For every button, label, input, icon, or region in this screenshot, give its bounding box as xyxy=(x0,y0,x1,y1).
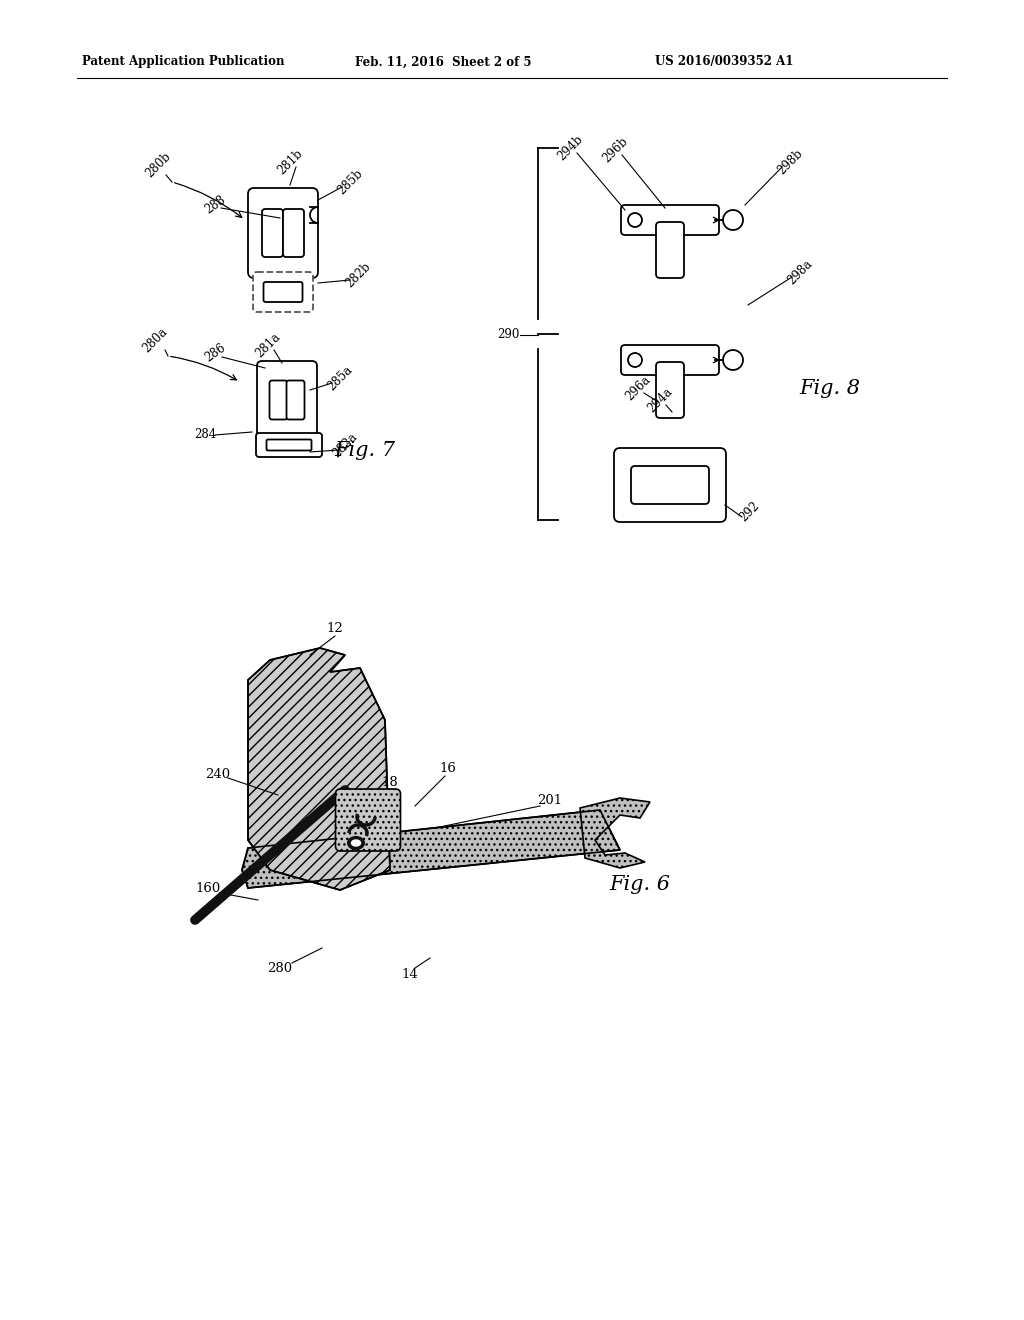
Text: 280b: 280b xyxy=(142,150,173,180)
FancyBboxPatch shape xyxy=(266,440,311,450)
Text: 14: 14 xyxy=(401,969,419,982)
Text: 240: 240 xyxy=(206,768,230,781)
FancyBboxPatch shape xyxy=(336,789,400,851)
FancyBboxPatch shape xyxy=(283,209,304,257)
FancyBboxPatch shape xyxy=(256,433,322,457)
Polygon shape xyxy=(242,810,620,888)
Text: 282a: 282a xyxy=(330,430,359,459)
FancyBboxPatch shape xyxy=(614,447,726,521)
FancyBboxPatch shape xyxy=(253,272,313,312)
Text: 298b: 298b xyxy=(775,147,805,177)
Text: 298a: 298a xyxy=(785,257,815,286)
FancyBboxPatch shape xyxy=(621,345,719,375)
FancyBboxPatch shape xyxy=(656,362,684,418)
Text: 294a: 294a xyxy=(645,385,675,414)
Circle shape xyxy=(723,210,743,230)
FancyBboxPatch shape xyxy=(269,380,288,420)
Polygon shape xyxy=(580,799,650,869)
Text: 284: 284 xyxy=(194,429,216,441)
FancyBboxPatch shape xyxy=(631,466,709,504)
Text: 292: 292 xyxy=(737,499,763,524)
Text: 280a: 280a xyxy=(140,325,170,355)
Text: 281b: 281b xyxy=(274,147,305,177)
Text: US 2016/0039352 A1: US 2016/0039352 A1 xyxy=(655,55,794,69)
FancyBboxPatch shape xyxy=(621,205,719,235)
Text: 294b: 294b xyxy=(555,133,585,164)
Text: 18: 18 xyxy=(382,776,398,788)
Text: 296a: 296a xyxy=(623,374,653,403)
FancyBboxPatch shape xyxy=(262,209,283,257)
FancyBboxPatch shape xyxy=(257,360,317,440)
Text: 288: 288 xyxy=(202,193,227,216)
Text: Fig. 7: Fig. 7 xyxy=(335,441,395,459)
Text: 160: 160 xyxy=(196,882,220,895)
Circle shape xyxy=(628,213,642,227)
Text: 280: 280 xyxy=(267,961,293,974)
Circle shape xyxy=(723,350,743,370)
Text: 281a: 281a xyxy=(253,330,283,360)
Text: Feb. 11, 2016  Sheet 2 of 5: Feb. 11, 2016 Sheet 2 of 5 xyxy=(355,55,531,69)
Text: 285a: 285a xyxy=(325,363,355,393)
Text: 296b: 296b xyxy=(600,135,630,165)
Text: Patent Application Publication: Patent Application Publication xyxy=(82,55,285,69)
FancyBboxPatch shape xyxy=(248,187,318,279)
Text: Fig. 6: Fig. 6 xyxy=(609,875,671,895)
Polygon shape xyxy=(248,648,390,890)
FancyBboxPatch shape xyxy=(263,282,302,302)
Ellipse shape xyxy=(351,840,360,846)
Text: 285b: 285b xyxy=(335,166,366,197)
Text: 201: 201 xyxy=(538,793,562,807)
FancyBboxPatch shape xyxy=(656,222,684,279)
FancyBboxPatch shape xyxy=(287,380,304,420)
Text: 12: 12 xyxy=(327,622,343,635)
Text: 290: 290 xyxy=(497,329,519,342)
Text: Fig. 8: Fig. 8 xyxy=(800,379,860,397)
Circle shape xyxy=(628,352,642,367)
Ellipse shape xyxy=(348,837,364,849)
Text: 282b: 282b xyxy=(343,260,373,290)
Text: 16: 16 xyxy=(439,762,457,775)
Text: 286: 286 xyxy=(202,342,228,364)
